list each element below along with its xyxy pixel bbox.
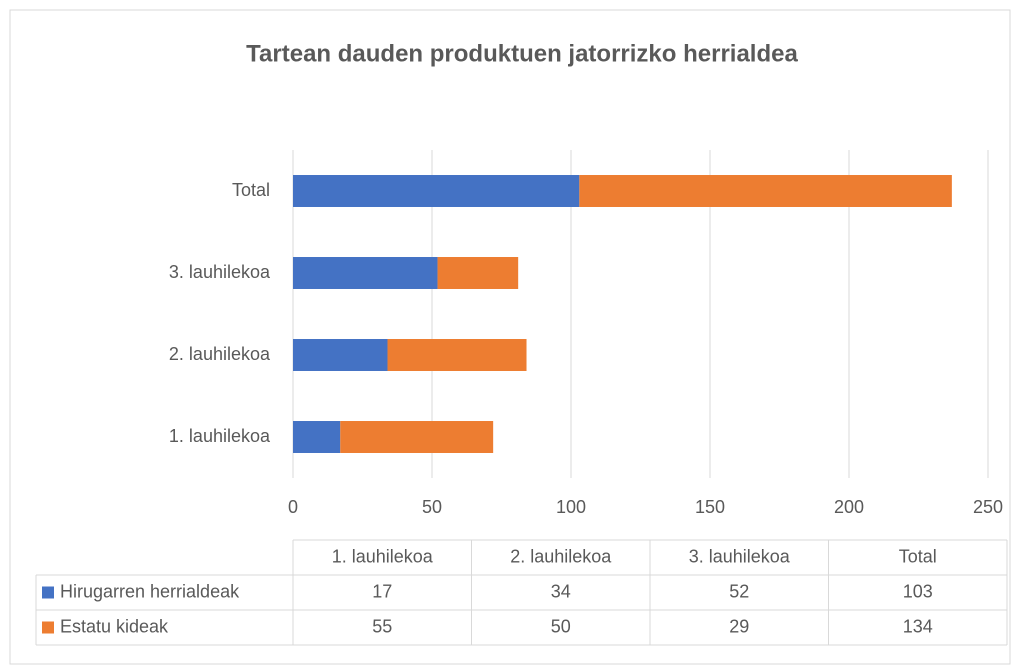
bar-segment [293,339,388,371]
legend-label: Hirugarren herrialdeak [60,581,240,601]
x-tick-label: 100 [556,497,586,517]
table-cell: 55 [372,616,392,636]
legend-swatch [42,586,54,599]
bar-segment [340,421,494,453]
bar-segment [437,257,519,289]
y-tick-label: 1. lauhilekoa [169,426,271,446]
y-tick-label: Total [232,180,270,200]
table-cell: 50 [551,616,571,636]
y-tick-label: 2. lauhilekoa [169,344,271,364]
table-header: 1. lauhilekoa [332,546,434,566]
chart-border [9,9,1011,665]
bar-segment [387,339,527,371]
x-tick-label: 250 [973,497,1003,517]
table-cell: 29 [729,616,749,636]
table-header: 2. lauhilekoa [510,546,612,566]
x-tick-label: 150 [695,497,725,517]
table-cell: 52 [729,581,749,601]
legend-swatch [42,621,54,634]
bar-segment [293,421,341,453]
y-tick-label: 3. lauhilekoa [169,262,271,282]
table-cell: 134 [903,616,933,636]
bar-segment [293,257,438,289]
x-tick-label: 200 [834,497,864,517]
table-header: Total [899,546,937,566]
table-header: 3. lauhilekoa [689,546,791,566]
chart-title: Tartean dauden produktuen jatorrizko her… [246,40,798,67]
x-tick-label: 50 [422,497,442,517]
bar-segment [293,175,580,207]
table-cell: 17 [372,581,392,601]
bar-segment [579,175,952,207]
table-cell: 34 [551,581,571,601]
x-tick-label: 0 [288,497,298,517]
legend-label: Estatu kideak [60,616,169,636]
table-cell: 103 [903,581,933,601]
